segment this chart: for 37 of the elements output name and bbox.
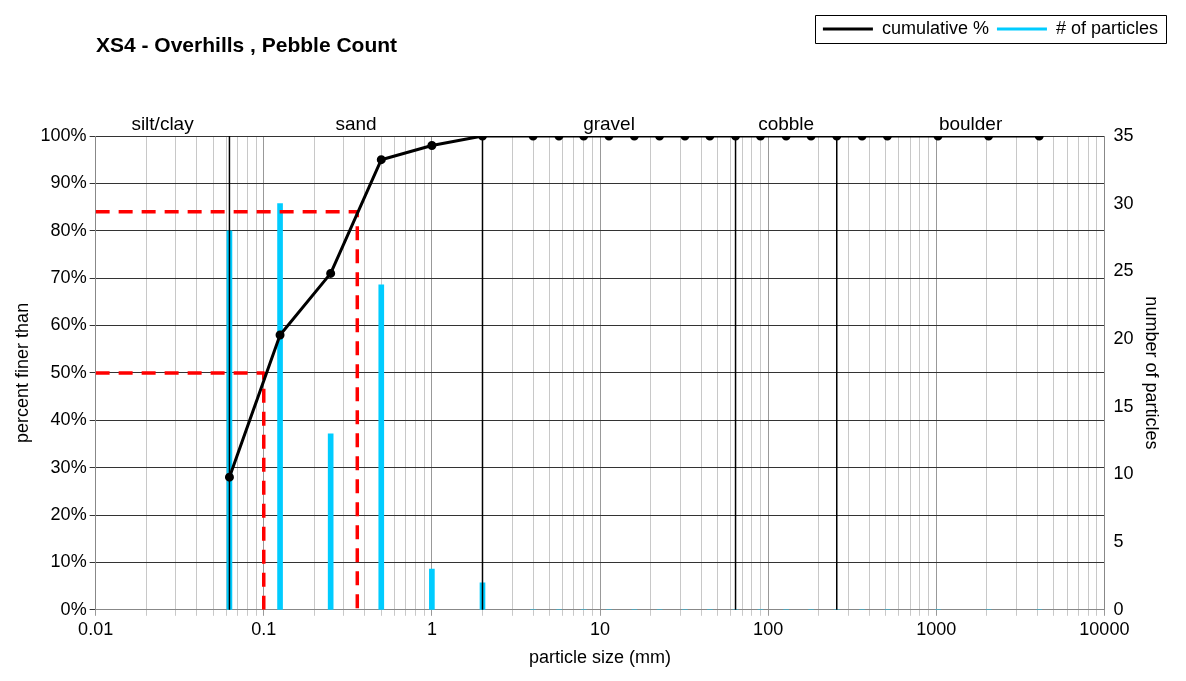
x-tick-label: 10000 xyxy=(1079,618,1130,639)
x-tick-label: 1 xyxy=(426,618,437,639)
x-axis-title: particle size (mm) xyxy=(529,647,672,668)
text: silt/clay xyxy=(131,112,195,134)
text: gravel xyxy=(583,112,635,134)
y-axis-title: percent finer than xyxy=(11,302,32,443)
y2-tick-label: 10 xyxy=(1113,463,1134,484)
x-tick-label: 10 xyxy=(589,618,611,639)
x-tick-label: 1000 xyxy=(916,618,957,639)
chart-title: XS4 - Overhills , Pebble Count xyxy=(96,33,398,57)
y2-tick-label: 25 xyxy=(1113,260,1134,281)
text: sand xyxy=(335,112,377,134)
y2-tick-label: 30 xyxy=(1113,192,1134,213)
text: boulder xyxy=(938,112,1003,134)
y-tick-label: 20% xyxy=(50,504,87,525)
y2-tick-label: 20 xyxy=(1113,328,1134,349)
y2-tick-label: 15 xyxy=(1113,395,1134,416)
y2-tick-label: 35 xyxy=(1113,124,1134,145)
y-tick-label: 60% xyxy=(50,314,87,335)
y2-axis-title: number of particles xyxy=(1142,296,1163,450)
y-tick-label: 100% xyxy=(40,124,87,145)
y-tick-label: 10% xyxy=(50,551,87,572)
y-tick-label: 80% xyxy=(50,219,87,240)
legend-label: # of particles xyxy=(1055,17,1159,38)
x-tick-label: 0.01 xyxy=(78,618,114,639)
y2-tick-label: 5 xyxy=(1113,531,1124,552)
text: cobble xyxy=(758,112,815,134)
legend-label: cumulative % xyxy=(881,17,989,38)
x-tick-label: 0.1 xyxy=(251,618,277,639)
y-tick-label: 30% xyxy=(50,456,87,477)
y-tick-label: 70% xyxy=(50,267,87,288)
y-tick-label: 50% xyxy=(50,361,87,382)
y-tick-label: 40% xyxy=(50,409,87,430)
y-tick-label: 90% xyxy=(50,172,87,193)
y2-tick-label: 0 xyxy=(1113,598,1124,619)
y-tick-label: 0% xyxy=(60,598,87,619)
x-tick-label: 100 xyxy=(753,618,784,639)
